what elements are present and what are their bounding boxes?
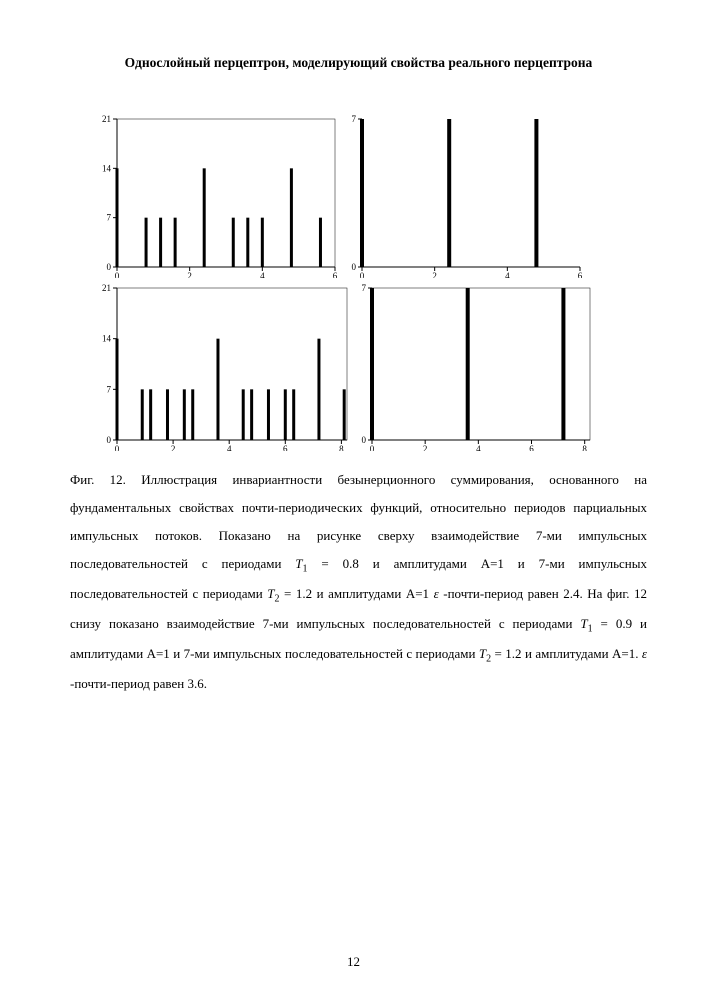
T3-symbol: T [580, 616, 587, 631]
epsilon: ε [642, 646, 647, 661]
svg-text:21: 21 [102, 114, 111, 124]
svg-text:4: 4 [227, 444, 232, 451]
T1-symbol: T [295, 556, 302, 571]
T1-val: = 0.8 [308, 556, 359, 571]
svg-text:7: 7 [107, 384, 112, 394]
svg-text:7: 7 [107, 213, 112, 223]
svg-text:7: 7 [362, 283, 367, 293]
svg-text:8: 8 [582, 444, 587, 451]
caption-text: -почти-период равен 3.6. [70, 676, 207, 691]
svg-text:2: 2 [423, 444, 428, 451]
page-title: Однослойный перцептрон, моделирующий сво… [70, 55, 647, 71]
svg-text:21: 21 [102, 283, 111, 293]
svg-text:14: 14 [102, 334, 112, 344]
chart-top-right: 0 7 0 2 4 6 [340, 111, 585, 283]
svg-text:6: 6 [333, 271, 338, 278]
T4-val: = 1.2 [491, 646, 521, 661]
svg-text:2: 2 [432, 271, 437, 278]
svg-text:0: 0 [107, 262, 112, 272]
figure-caption: Фиг. 12. Иллюстрация инвариантности безы… [70, 466, 647, 698]
svg-text:6: 6 [529, 444, 534, 451]
chart-bottom-left: 0 7 14 21 0 2 4 6 8 [95, 282, 350, 456]
svg-text:14: 14 [102, 163, 112, 173]
svg-text:4: 4 [260, 271, 265, 278]
caption-text: и амплитудами А=1. [522, 646, 642, 661]
svg-text:0: 0 [115, 271, 120, 278]
caption-text: и амплитудами А=1 [312, 586, 433, 601]
svg-text:8: 8 [339, 444, 344, 451]
svg-text:2: 2 [171, 444, 176, 451]
T3-val: = 0.9 [593, 616, 632, 631]
svg-text:4: 4 [476, 444, 481, 451]
svg-text:0: 0 [107, 435, 112, 445]
svg-text:6: 6 [578, 271, 583, 278]
svg-text:4: 4 [505, 271, 510, 278]
page-number: 12 [0, 954, 707, 970]
svg-text:0: 0 [360, 271, 365, 278]
svg-text:0: 0 [115, 444, 120, 451]
svg-text:7: 7 [352, 114, 357, 124]
svg-text:2: 2 [187, 271, 192, 278]
figure-row-top: 0 7 14 21 0 2 4 6 0 7 0 2 4 6 [95, 111, 647, 283]
svg-text:0: 0 [362, 435, 367, 445]
svg-text:0: 0 [352, 262, 357, 272]
chart-top-left: 0 7 14 21 0 2 4 6 [95, 111, 340, 283]
T2-val: = 1.2 [279, 586, 312, 601]
chart-bottom-right: 0 7 0 2 4 6 8 [350, 282, 595, 456]
figure-row-bottom: 0 7 14 21 0 2 4 6 8 0 7 0 2 4 6 8 [95, 282, 647, 456]
figure-12: 0 7 14 21 0 2 4 6 0 7 0 2 4 6 0 7 14 21 0 2 4 6 8 0 7 0 2 4 6 8 [95, 111, 647, 456]
svg-text:0: 0 [370, 444, 375, 451]
page: Однослойный перцептрон, моделирующий сво… [0, 0, 707, 1000]
svg-text:6: 6 [283, 444, 288, 451]
